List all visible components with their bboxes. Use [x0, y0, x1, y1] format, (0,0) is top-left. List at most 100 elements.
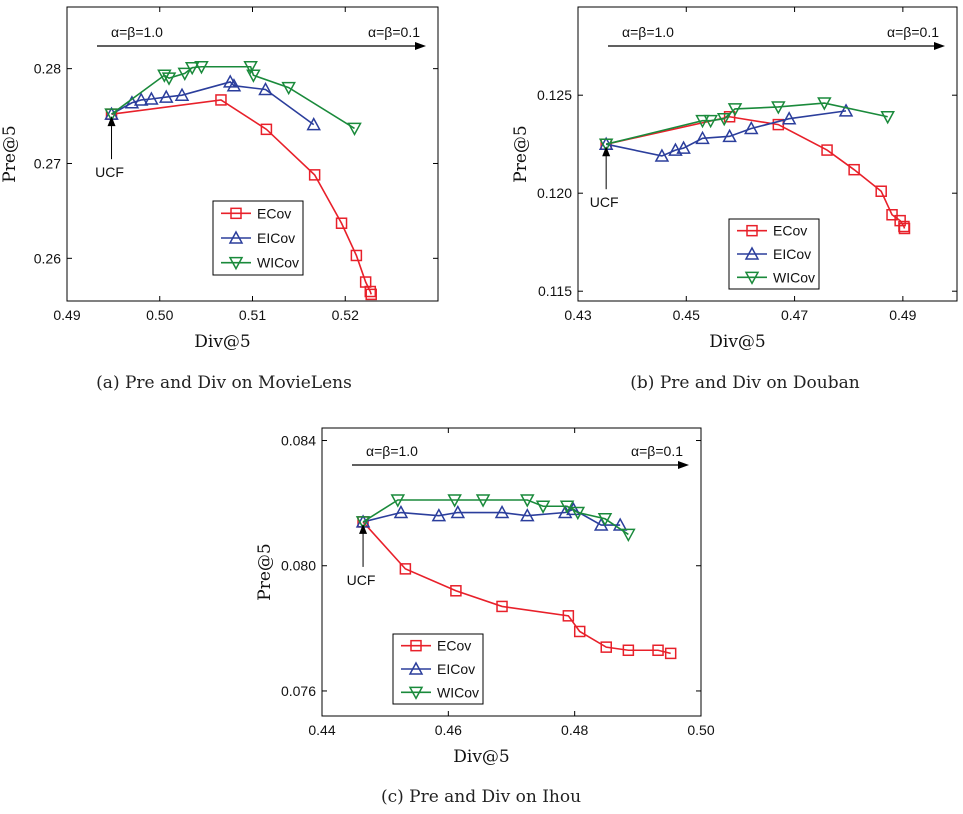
legend-label-ecov: ECov	[437, 638, 471, 654]
legend-label-eicov: EICov	[257, 230, 295, 246]
data-point-ecov	[364, 285, 377, 298]
data-point-eicov	[654, 148, 670, 162]
x-tick-label: 0.50	[687, 722, 714, 738]
data-point-ecov	[260, 123, 273, 136]
data-point-wicov	[703, 114, 718, 129]
data-point-wicov	[520, 494, 535, 508]
data-point-eicov	[306, 117, 321, 131]
parameter-arrowhead	[678, 461, 689, 469]
arrow-label-start: α=β=1.0	[366, 443, 418, 459]
x-tick-label: 0.47	[781, 307, 808, 323]
y-tick-label: 0.28	[34, 61, 61, 77]
x-axis-label: Div@5	[194, 332, 251, 352]
data-point-wicov	[475, 494, 491, 508]
data-point-ecov	[622, 644, 635, 657]
x-axis-label: Div@5	[709, 332, 766, 352]
caption-movielens: (a) Pre and Div on MovieLens	[96, 373, 352, 393]
data-point-eicov	[226, 78, 242, 92]
parameter-arrowhead	[934, 42, 945, 50]
arrow-label-end: α=β=0.1	[631, 443, 683, 459]
arrow-label-start: α=β=1.0	[622, 24, 674, 40]
data-point-wicov	[194, 60, 209, 75]
data-point-ecov	[308, 169, 321, 181]
data-point-ecov	[848, 163, 860, 176]
data-point-ecov	[399, 563, 412, 575]
data-point-ecov	[450, 585, 462, 597]
ucf-label: UCF	[590, 194, 619, 210]
parameter-arrowhead	[415, 42, 426, 50]
ucf-arrowhead	[602, 146, 611, 157]
data-point-wicov	[597, 513, 613, 527]
legend-swatch-marker-eicov	[408, 661, 424, 675]
chart-panel-douban: 0.43 0.45 0.47 0.49 0.115 0.120 0.125 Div@5 Pre@…	[511, 6, 958, 352]
ucf-arrowhead	[107, 116, 116, 127]
data-point-wicov	[177, 67, 193, 81]
ucf-arrowhead	[359, 523, 368, 534]
legend-label-wicov: WICov	[773, 269, 815, 285]
y-tick-label: 0.115	[538, 283, 572, 299]
data-point-wicov	[355, 516, 371, 530]
chart-panel-ihou: 0.44 0.46 0.48 0.50 0.076 0.080 0.084 Div@5 Pre@…	[255, 427, 715, 767]
data-point-wicov	[570, 506, 586, 521]
x-tick-label: 0.43	[564, 307, 591, 323]
arrow-label-end: α=β=0.1	[368, 24, 420, 40]
data-point-eicov	[520, 508, 535, 522]
data-point-ecov	[723, 111, 736, 123]
data-point-ecov	[365, 288, 377, 301]
arrow-label-end: α=β=0.1	[887, 24, 939, 40]
series-line-wicov	[605, 102, 888, 145]
data-point-ecov	[886, 209, 898, 221]
data-point-wicov	[817, 97, 832, 111]
data-point-eicov	[781, 111, 797, 125]
data-point-wicov	[447, 494, 462, 508]
data-point-wicov	[535, 500, 551, 514]
ucf-label: UCF	[347, 572, 376, 588]
data-point-wicov	[771, 101, 786, 115]
data-point-eicov	[695, 130, 710, 145]
legend-label-wicov: WICov	[437, 684, 479, 700]
data-point-wicov	[716, 112, 732, 127]
data-point-wicov	[880, 111, 895, 125]
data-point-wicov	[727, 103, 743, 117]
legend-label-ecov: ECov	[773, 223, 807, 239]
caption-ihou: (c) Pre and Div on Ihou	[381, 787, 581, 807]
series-line-wicov	[111, 65, 355, 130]
data-point-eicov	[838, 103, 854, 117]
legend-label-eicov: EICov	[773, 246, 811, 262]
y-tick-label: 0.120	[537, 185, 572, 201]
data-point-eicov	[431, 508, 447, 522]
series-line-ecov	[362, 521, 671, 655]
x-tick-label: 0.52	[332, 307, 359, 323]
data-point-ecov	[664, 647, 677, 660]
series-line-wicov	[362, 499, 629, 536]
caption-douban: (b) Pre and Div on Douban	[630, 373, 859, 393]
data-point-eicov	[494, 504, 510, 519]
series-line-eicov	[605, 110, 847, 157]
data-point-wicov	[390, 494, 406, 508]
data-point-ecov	[652, 644, 664, 657]
data-point-eicov	[668, 142, 683, 156]
x-tick-label: 0.49	[53, 307, 80, 323]
y-tick-label: 0.27	[34, 155, 61, 171]
series-line-ecov	[111, 99, 372, 295]
legend-swatch-marker-ecov	[410, 639, 422, 652]
data-point-eicov	[743, 120, 759, 135]
x-axis-label: Div@5	[453, 747, 510, 767]
data-point-wicov	[104, 108, 119, 122]
data-point-eicov	[144, 91, 159, 105]
legend-label-ecov: ECov	[257, 205, 291, 221]
data-point-eicov	[722, 128, 737, 143]
data-point-wicov	[598, 138, 614, 152]
data-point-ecov	[875, 185, 887, 197]
legend-swatch-marker-wicov	[744, 271, 760, 285]
legend-swatch-marker-eicov	[744, 246, 760, 260]
data-point-wicov	[157, 69, 172, 83]
data-point-ecov	[898, 222, 911, 235]
data-point-ecov	[350, 249, 363, 262]
data-point-wicov	[184, 61, 200, 76]
data-point-wicov	[281, 81, 296, 96]
y-axis-label: Pre@5	[511, 125, 531, 182]
legend-label-eicov: EICov	[437, 661, 475, 677]
data-point-eicov	[133, 92, 149, 106]
data-point-eicov	[393, 504, 409, 519]
